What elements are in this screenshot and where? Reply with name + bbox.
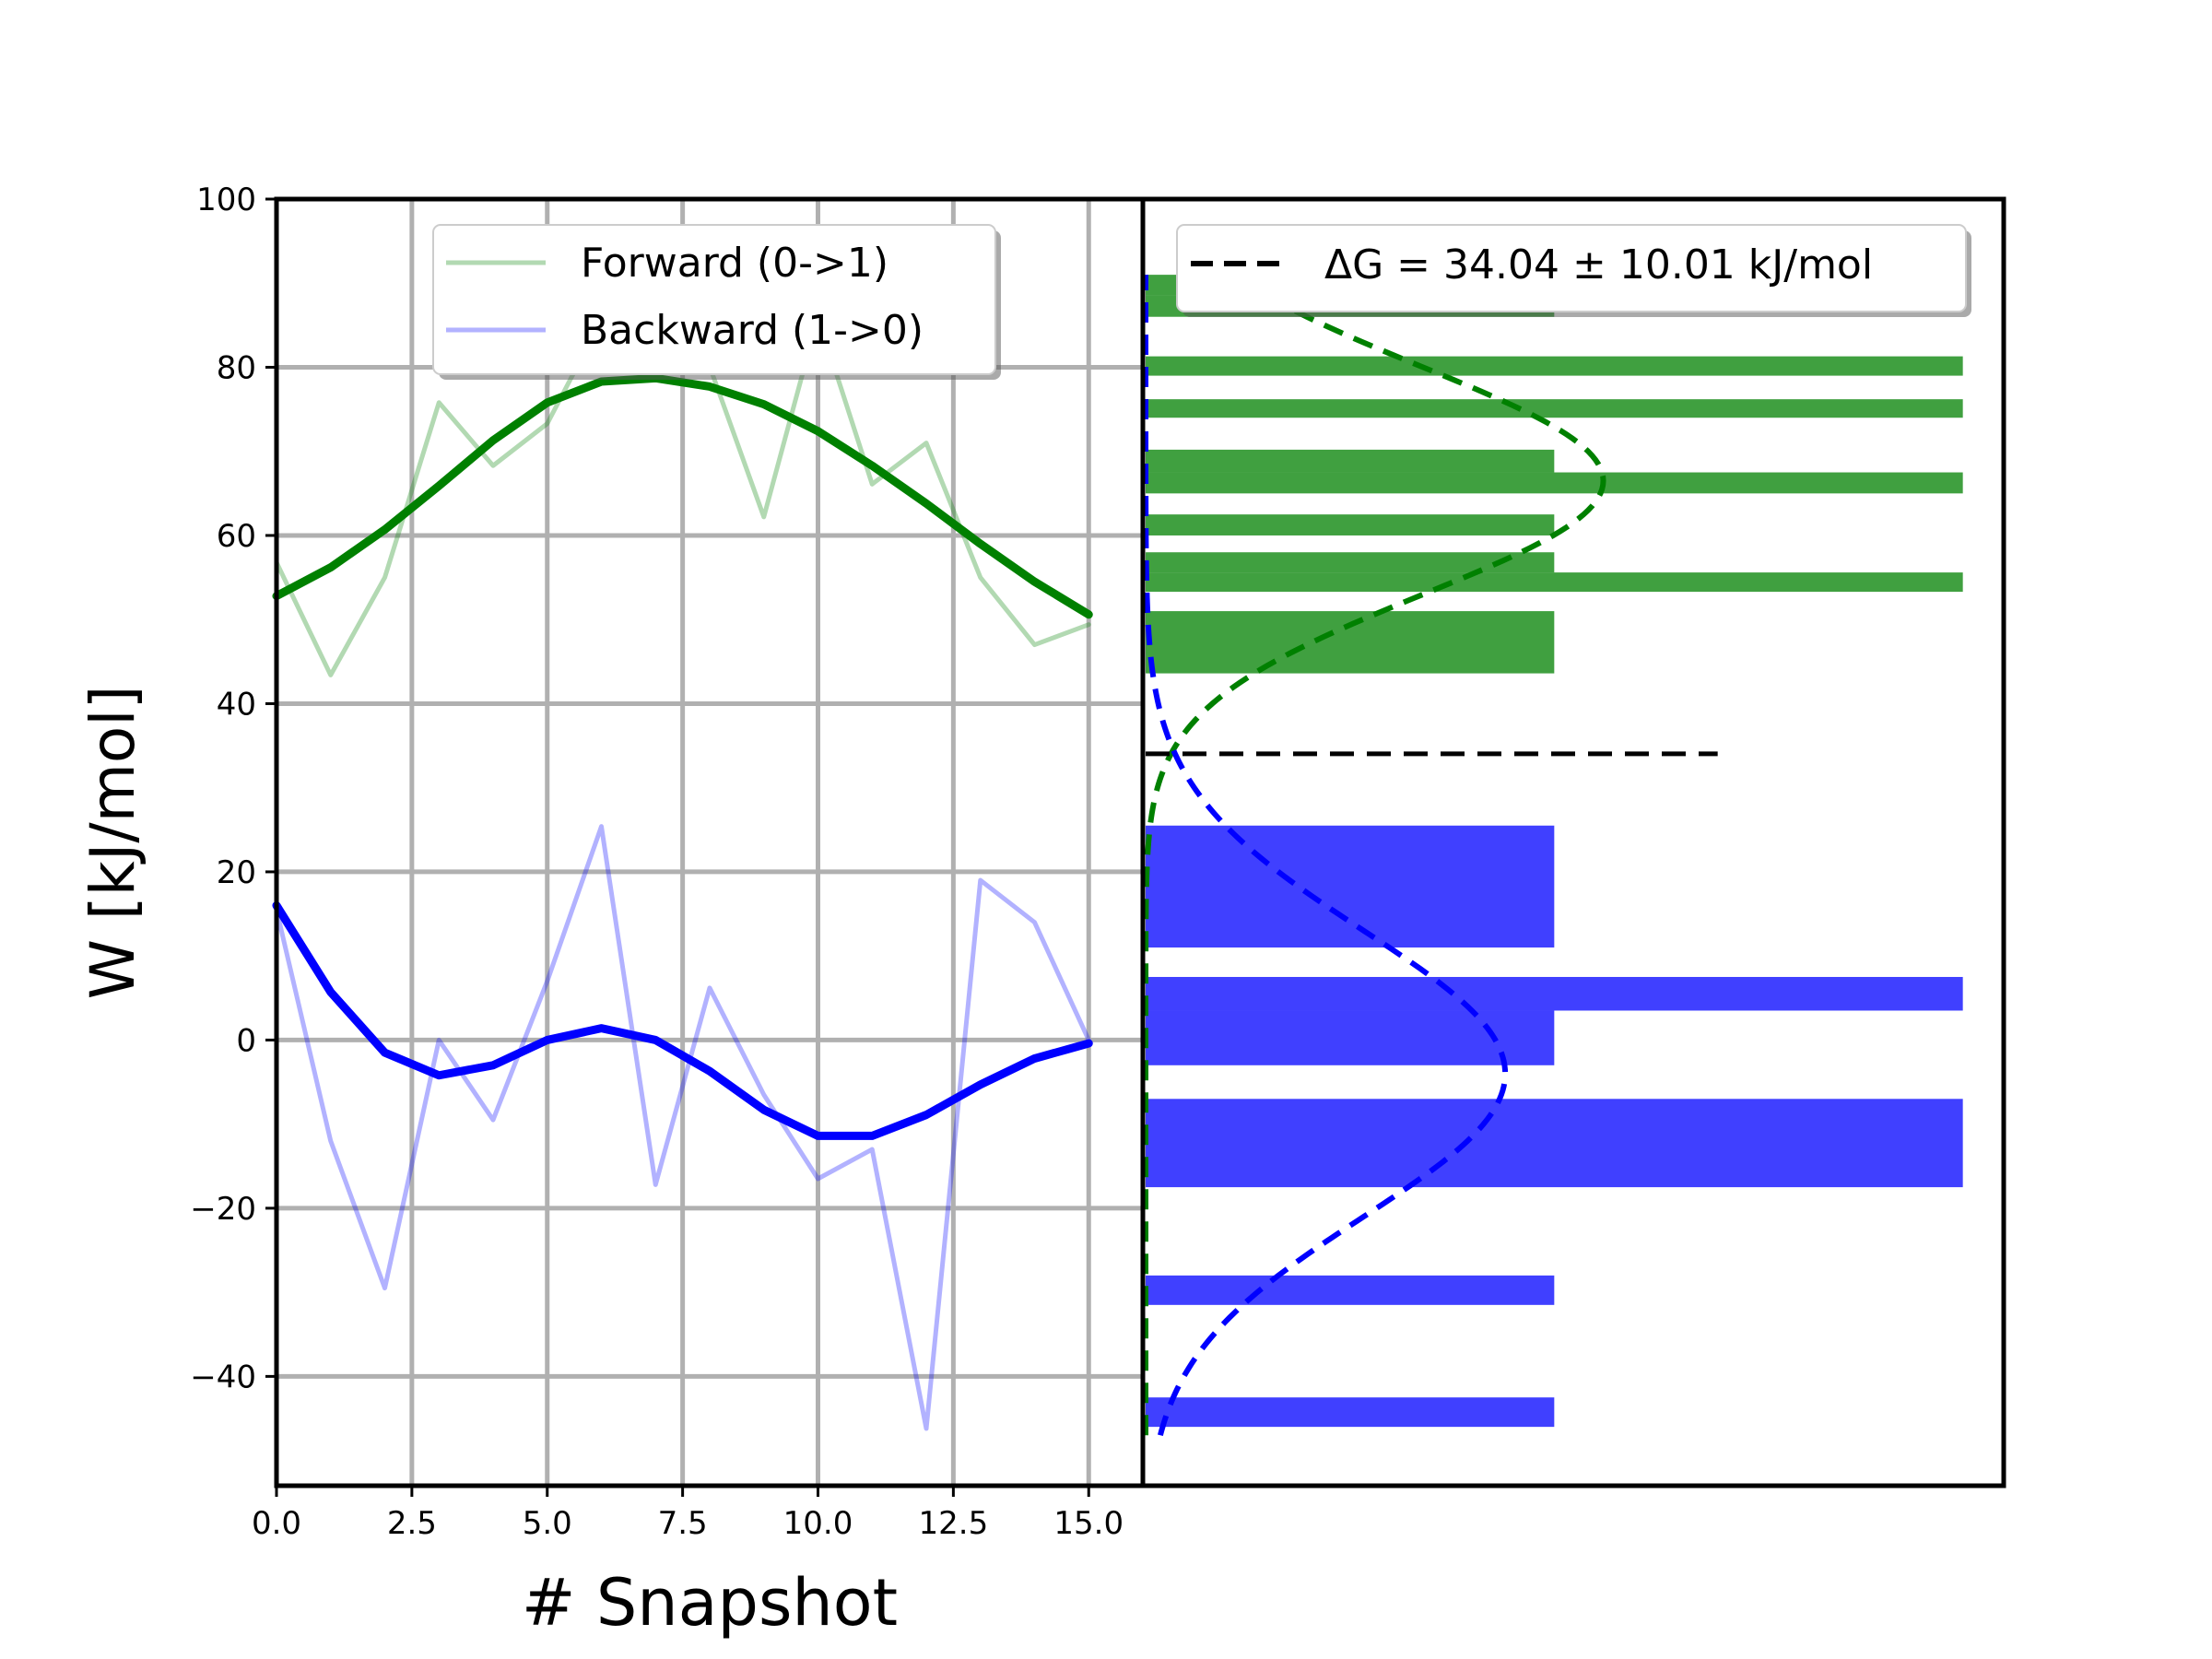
y-axis-label: W [kJ/mol] — [77, 686, 148, 1000]
y-tick-label: 0 — [236, 1022, 256, 1059]
forward-smoothed-line — [272, 373, 1093, 619]
delta-g-label: ΔG = 34.04 ± 10.01 kJ/mol — [1324, 241, 1873, 288]
y-tick-label: 100 — [196, 182, 256, 218]
forward-histogram-bar — [1146, 356, 1963, 376]
gaussian-fit-curves — [1143, 272, 1606, 1437]
forward-histogram-bar — [1146, 449, 1555, 473]
legend-box — [432, 224, 996, 375]
x-tick-label: 10.0 — [783, 1505, 853, 1542]
y-tick-label: 60 — [217, 518, 256, 555]
backward-histogram-bar — [1146, 976, 1963, 1011]
backward-gaussian-curve — [1143, 275, 1509, 1437]
x-tick-label: 12.5 — [919, 1505, 989, 1542]
y-tick-label: −40 — [190, 1359, 256, 1395]
backward-histogram-bar — [1146, 1099, 1963, 1188]
backward-histogram-bar — [1146, 1275, 1555, 1305]
backward-histogram-bar — [1146, 825, 1555, 948]
y-tick-label: 20 — [217, 854, 256, 891]
y-tick-label: 40 — [217, 686, 256, 723]
forward-histogram-bar — [1146, 572, 1963, 593]
forward-histogram-bar — [1146, 514, 1555, 535]
backward-histogram-bar — [1146, 1397, 1555, 1428]
histogram-bars — [1146, 275, 1963, 1428]
left-plot-frame — [274, 196, 1146, 1488]
x-tick-label: 0.0 — [252, 1505, 301, 1542]
x-tick-label: 2.5 — [387, 1505, 437, 1542]
forward-histogram-bar — [1146, 552, 1555, 573]
x-tick-label: 5.0 — [523, 1505, 572, 1542]
forward-histogram-bar — [1146, 399, 1963, 418]
x-tick-label: 7.5 — [658, 1505, 708, 1542]
forward-histogram-bar — [1146, 472, 1963, 494]
work-distribution-plot: ΔG = 34.04 ± 10.01 kJ/mol — [1140, 196, 2006, 1488]
backward-histogram-bar — [1146, 1010, 1555, 1065]
x-tick-label: 15.0 — [1053, 1505, 1124, 1542]
axis-ticks: 0.0 2.5 5.0 7.5 10.0 12.5 15.0 100 80 60 40 20 0 −20 −… — [190, 182, 1124, 1542]
delta-g-legend: ΔG = 34.04 ± 10.01 kJ/mol — [1176, 224, 1971, 317]
legend-label-forward: Forward (0->1) — [581, 240, 888, 287]
forward-histogram-bar — [1146, 611, 1555, 674]
x-axis-label: # Snapshot — [522, 1565, 898, 1641]
work-trajectory-plot: 0.0 2.5 5.0 7.5 10.0 12.5 15.0 100 80 60 40 20 0 −20 −… — [77, 182, 1146, 1641]
legend-label-backward: Backward (1->0) — [581, 307, 924, 354]
y-tick-label: −20 — [190, 1191, 256, 1228]
backward-raw-line — [274, 824, 1091, 1431]
legend-box — [1176, 224, 1967, 312]
legend: Forward (0->1) Backward (1->0) — [432, 224, 1001, 380]
y-tick-label: 80 — [217, 349, 256, 386]
grid — [274, 196, 1143, 1486]
right-plot-frame — [1140, 196, 2006, 1488]
backward-smoothed-line — [272, 900, 1093, 1140]
